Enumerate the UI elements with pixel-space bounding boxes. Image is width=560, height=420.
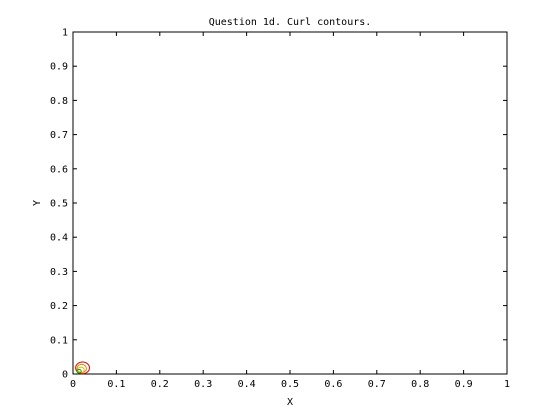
x-tick-label: 0.2 — [151, 379, 169, 390]
x-axis-ticks: 0 0.1 0.2 0.3 0.4 0.5 0.6 0.7 0.8 0.9 1 — [70, 32, 510, 390]
y-tick-label: 0.1 — [50, 335, 68, 346]
y-axis-ticks: 0 0.1 0.2 0.3 0.4 0.5 0.6 0.7 0.8 0.9 1 — [50, 28, 507, 381]
x-tick-label: 0.7 — [368, 379, 386, 390]
y-tick-label: 0.5 — [50, 199, 68, 210]
y-tick-label: 0.9 — [50, 62, 68, 73]
contour-line — [75, 361, 90, 375]
y-tick-label: 0.3 — [50, 267, 68, 278]
y-tick-label: 0.8 — [50, 96, 68, 107]
y-tick-label: 0.4 — [50, 233, 68, 244]
y-tick-label: 0.6 — [50, 164, 68, 175]
contour-lines — [75, 361, 90, 375]
x-tick-label: 0.8 — [411, 379, 429, 390]
x-tick-label: 0.6 — [324, 379, 342, 390]
x-tick-label: 0 — [70, 379, 76, 390]
contour-line — [76, 369, 82, 374]
chart-title: Question 1d. Curl contours. — [209, 17, 372, 28]
x-tick-label: 1 — [504, 379, 510, 390]
y-tick-label: 1 — [62, 28, 68, 39]
x-tick-label: 0.1 — [107, 379, 125, 390]
x-axis-label: X — [287, 397, 293, 408]
y-tick-label: 0 — [62, 370, 68, 381]
y-tick-label: 0.2 — [50, 301, 68, 312]
x-tick-label: 0.5 — [281, 379, 299, 390]
plot-area — [72, 31, 508, 375]
x-tick-label: 0.3 — [194, 379, 212, 390]
y-axis-label: Y — [32, 200, 43, 206]
x-tick-label: 0.9 — [455, 379, 473, 390]
x-tick-label: 0.4 — [238, 379, 256, 390]
y-tick-label: 0.7 — [50, 130, 68, 141]
